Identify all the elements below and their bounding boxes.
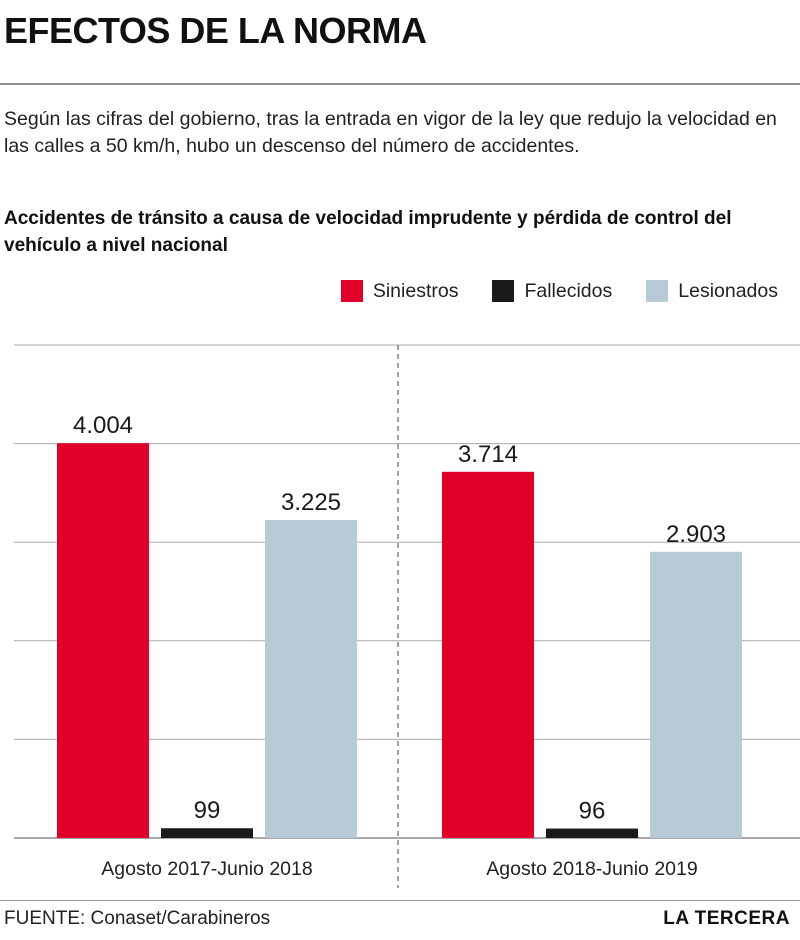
bar-lesionados-2 [650, 551, 742, 838]
legend-label-lesionados: Lesionados [678, 279, 778, 302]
data-label: 99 [194, 797, 221, 824]
legend-swatch-siniestros [340, 280, 363, 302]
brand-logo: LA TERCERA [663, 908, 790, 929]
intro-text: Según las cifras del gobierno, tras la e… [4, 108, 777, 157]
bar-fallecidos-2 [546, 828, 638, 838]
bar-chart: 4.004 99 3.225 Agosto 2017-Junio 2018 3.714 9… [14, 344, 800, 888]
data-label: 2.903 [666, 521, 726, 548]
legend-item-fallecidos: Fallecidos [492, 280, 612, 303]
legend-item-siniestros: Siniestros [340, 279, 459, 303]
chart-title: Accidentes de tránsito a causa de veloci… [4, 208, 732, 256]
page-title: EFECTOS DE LA NORMA [4, 10, 427, 51]
x-tick-label: Agosto 2018-Junio 2019 [486, 858, 697, 880]
data-label: 3.225 [281, 489, 341, 516]
legend-swatch-lesionados [646, 280, 669, 302]
bar-siniestros-1 [57, 443, 149, 838]
legend-swatch-fallecidos [492, 280, 515, 302]
chart-legend: Siniestros Fallecidos Lesionados [340, 278, 778, 304]
legend-item-lesionados: Lesionados [646, 280, 778, 303]
legend-label-fallecidos: Fallecidos [524, 279, 613, 302]
x-tick-label: Agosto 2017-Junio 2018 [101, 858, 312, 880]
data-label: 3.714 [458, 441, 518, 468]
data-label: 4.004 [73, 412, 133, 439]
bar-fallecidos-1 [161, 828, 253, 838]
bar-siniestros-2 [442, 471, 534, 838]
header-divider [0, 83, 800, 85]
legend-label-siniestros: Siniestros [372, 279, 459, 302]
bar-lesionados-1 [265, 520, 357, 838]
data-label: 96 [579, 798, 606, 825]
source-credit: FUENTE: Conaset/Carabineros [4, 908, 271, 929]
footer-divider [0, 900, 800, 901]
